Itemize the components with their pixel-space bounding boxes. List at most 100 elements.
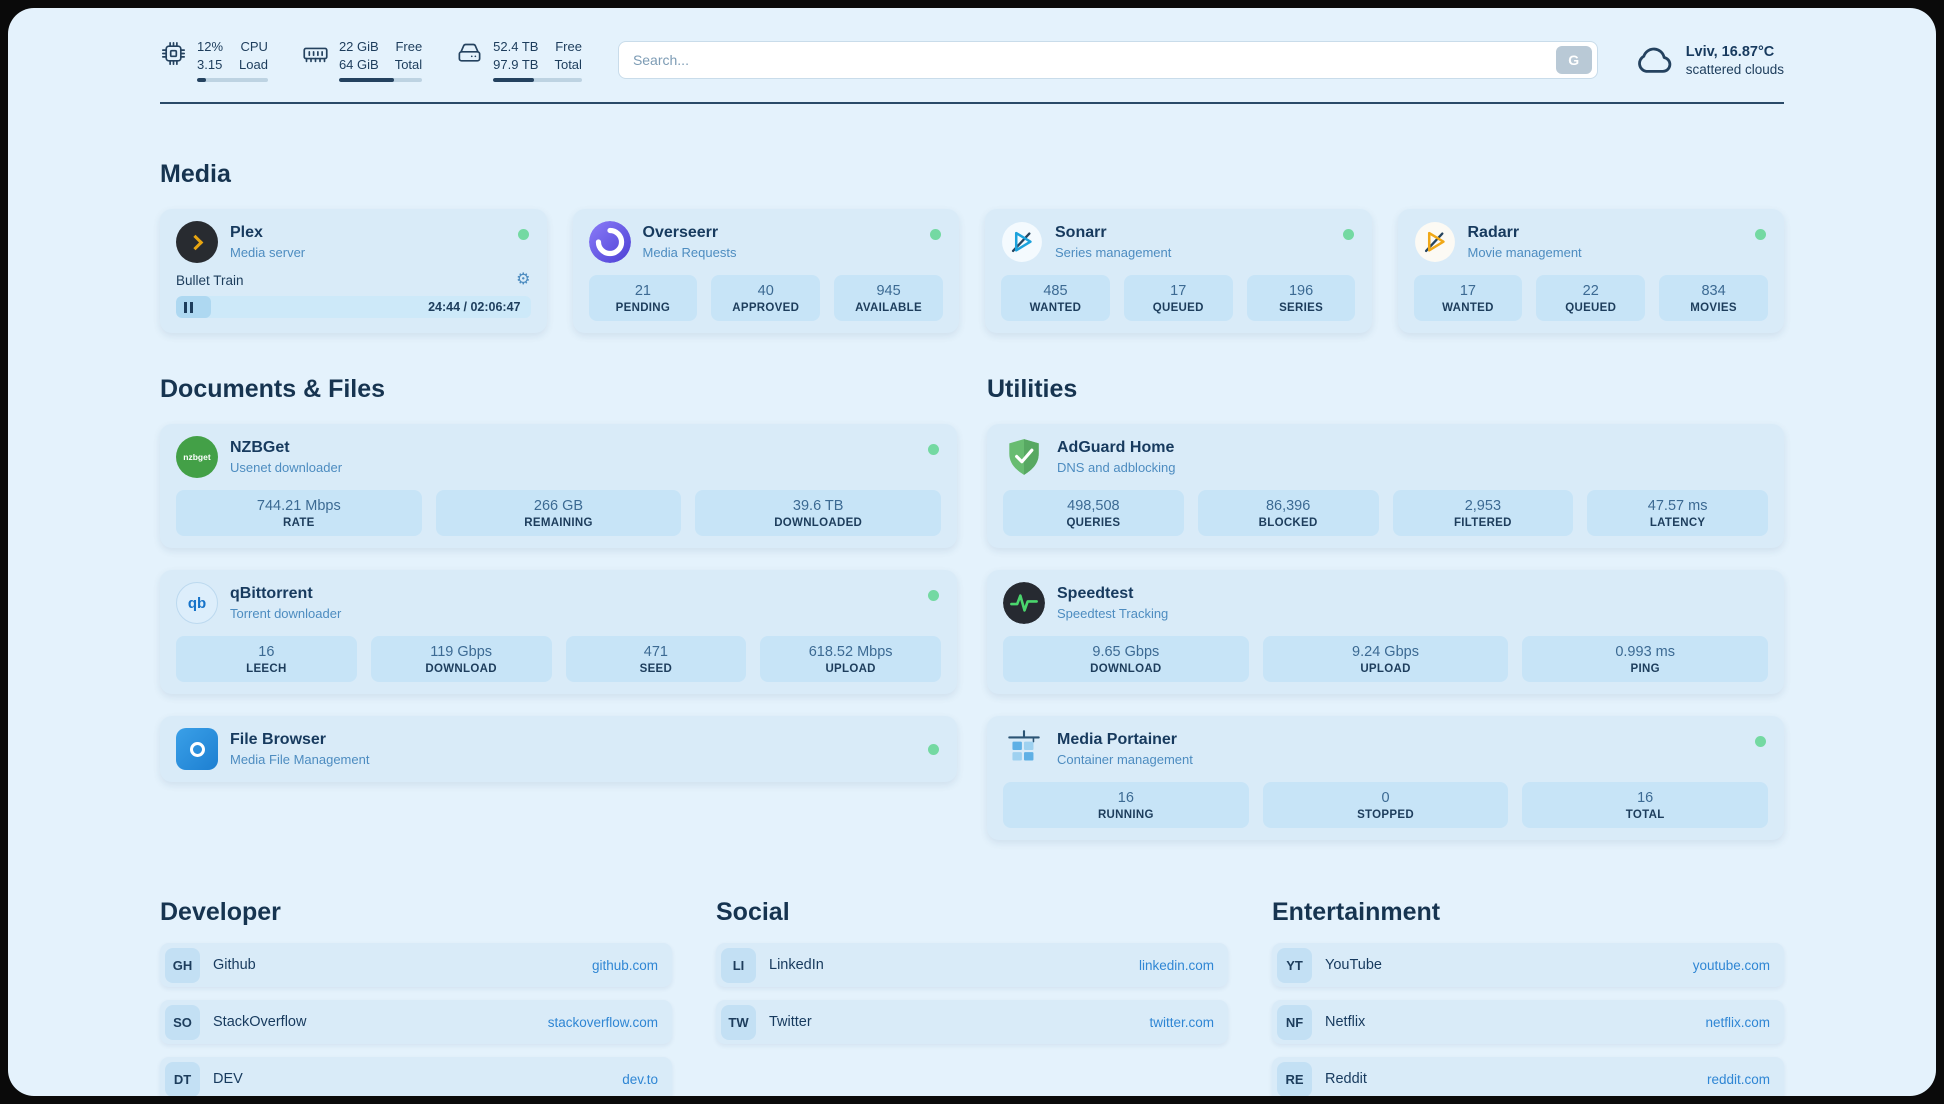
speedtest-icon — [1003, 582, 1045, 625]
search-engine-button[interactable]: G — [1555, 46, 1592, 75]
bookmark-url[interactable]: twitter.com — [1149, 1014, 1214, 1030]
app-name[interactable]: NZBGet — [230, 439, 290, 457]
ram-free-label: Free — [395, 39, 423, 54]
bookmark-youtube[interactable]: YT YouTube youtube.com — [1272, 943, 1784, 988]
search-bar[interactable]: G — [617, 41, 1598, 80]
status-dot — [928, 744, 939, 756]
plex-card[interactable]: Plex Media server Bullet Train ⚙ 24:44 /… — [160, 209, 547, 334]
now-playing-title: Bullet Train — [176, 272, 244, 288]
bookmark-url[interactable]: stackoverflow.com — [547, 1014, 658, 1030]
disk-total-label: Total — [554, 56, 582, 72]
speedtest-card[interactable]: Speedtest Speedtest Tracking 9.65 Gbps D… — [987, 570, 1784, 695]
status-dot — [930, 229, 941, 241]
bookmark-url[interactable]: github.com — [591, 957, 658, 973]
stackoverflow-icon: SO — [165, 1004, 200, 1040]
disk-total-value: 97.9 TB — [493, 56, 539, 72]
bookmark-reddit[interactable]: RE Reddit reddit.com — [1272, 1057, 1784, 1096]
stat-series: 196 SERIES — [1246, 275, 1356, 322]
bookmark-netflix[interactable]: NF Netflix netflix.com — [1272, 1000, 1784, 1045]
stat-wanted: 17 WANTED — [1413, 275, 1523, 322]
cpu-percent: 12% — [197, 39, 224, 54]
filebrowser-icon — [176, 728, 218, 771]
app-subtitle: Media File Management — [230, 752, 370, 768]
ram-progress-bar — [338, 78, 423, 83]
app-name[interactable]: Sonarr — [1055, 224, 1107, 242]
stat-queued: 22 QUEUED — [1536, 275, 1646, 322]
bookmark-linkedin[interactable]: LI LinkedIn linkedin.com — [716, 943, 1228, 988]
app-subtitle: Speedtest Tracking — [1057, 606, 1169, 622]
weather-condition: scattered clouds — [1685, 61, 1784, 77]
bookmark-url[interactable]: linkedin.com — [1138, 957, 1214, 973]
section-title-utilities: Utilities — [987, 375, 1078, 404]
bookmark-github[interactable]: GH Github github.com — [160, 943, 672, 988]
stat-filtered: 2,953 FILTERED — [1392, 490, 1574, 537]
adguard-icon — [1003, 436, 1045, 478]
app-name[interactable]: Speedtest — [1057, 585, 1134, 603]
stat-leech: 16 LEECH — [176, 636, 357, 683]
status-dot — [1755, 736, 1766, 748]
bookmark-twitter[interactable]: TW Twitter twitter.com — [716, 1000, 1228, 1045]
bookmark-url[interactable]: reddit.com — [1706, 1071, 1770, 1087]
search-input[interactable] — [632, 52, 1556, 69]
portainer-icon — [1003, 728, 1045, 770]
app-name[interactable]: Plex — [230, 224, 263, 242]
section-title-entertainment: Entertainment — [1272, 898, 1441, 927]
app-subtitle: Media server — [230, 245, 306, 261]
stat-queries: 498,508 QUERIES — [1003, 490, 1184, 537]
entertainment-bookmarks: Entertainment YT YouTube youtube.com NF … — [1272, 898, 1784, 1096]
pause-icon[interactable] — [184, 301, 193, 313]
status-dot — [1755, 229, 1766, 241]
ram-monitor: 22 GiB Free 64 GiB Total — [302, 38, 423, 83]
bookmark-dev[interactable]: DT DEV dev.to — [160, 1057, 672, 1096]
app-subtitle: Container management — [1057, 752, 1193, 768]
stat-remaining: 266 GB REMAINING — [435, 490, 682, 537]
app-name[interactable]: AdGuard Home — [1057, 439, 1175, 457]
section-title-developer: Developer — [160, 898, 281, 927]
stat-pending: 21 PENDING — [588, 275, 698, 322]
bookmark-url[interactable]: netflix.com — [1705, 1014, 1770, 1030]
dev-icon: DT — [165, 1061, 200, 1096]
developer-bookmarks: Developer GH Github github.com SO StackO… — [160, 898, 672, 1096]
app-name[interactable]: qBittorrent — [230, 585, 313, 603]
disk-icon — [456, 38, 483, 67]
disk-free-label: Free — [555, 39, 582, 54]
system-monitors: 12% CPU 3.15 Load — [160, 38, 582, 83]
app-name[interactable]: Media Portainer — [1057, 731, 1178, 749]
nzbget-card[interactable]: nzbget NZBGet Usenet downloader 744.21 M… — [160, 424, 957, 549]
app-name[interactable]: Overseerr — [642, 224, 719, 242]
gear-icon[interactable]: ⚙ — [516, 271, 531, 289]
cpu-load-value: 3.15 — [197, 56, 223, 72]
app-subtitle: DNS and adblocking — [1057, 460, 1176, 476]
app-name[interactable]: Radarr — [1467, 224, 1520, 242]
portainer-card[interactable]: Media Portainer Container management 16 … — [987, 716, 1784, 841]
overseerr-card[interactable]: Overseerr Media Requests 21 PENDING 40 A… — [572, 209, 959, 334]
stat-running: 16 RUNNING — [1003, 782, 1249, 829]
github-icon: GH — [165, 947, 200, 983]
stat-approved: 40 APPROVED — [711, 275, 821, 322]
top-bar: 12% CPU 3.15 Load — [160, 38, 1784, 83]
section-title-media: Media — [160, 160, 231, 189]
app-name[interactable]: File Browser — [230, 731, 327, 749]
linkedin-icon: LI — [721, 947, 756, 983]
social-bookmarks: Social LI LinkedIn linkedin.com TW Twitt… — [716, 898, 1228, 1045]
radarr-card[interactable]: Radarr Movie management 17 WANTED 22 QUE… — [1397, 209, 1784, 334]
bookmark-url[interactable]: dev.to — [622, 1071, 658, 1087]
disk-free-value: 52.4 TB — [493, 39, 539, 54]
ram-total-value: 64 GiB — [338, 56, 379, 72]
stat-download: 9.65 Gbps DOWNLOAD — [1003, 636, 1249, 683]
sonarr-card[interactable]: Sonarr Series management 485 WANTED 17 Q… — [985, 209, 1372, 334]
app-subtitle: Series management — [1055, 245, 1172, 261]
bookmark-url[interactable]: youtube.com — [1692, 957, 1770, 973]
app-subtitle: Movie management — [1467, 245, 1582, 261]
bookmark-stackoverflow[interactable]: SO StackOverflow stackoverflow.com — [160, 1000, 672, 1045]
status-dot — [928, 590, 939, 602]
radarr-icon — [1414, 221, 1456, 263]
stat-available: 945 AVAILABLE — [834, 275, 943, 322]
qbittorrent-icon: qb — [176, 582, 218, 625]
section-title-documents: Documents & Files — [160, 375, 386, 404]
app-subtitle: Usenet downloader — [230, 460, 343, 476]
playback-progress-bar[interactable]: 24:44 / 02:06:47 — [176, 296, 531, 319]
adguard-card[interactable]: AdGuard Home DNS and adblocking 498,508 … — [987, 424, 1784, 549]
filebrowser-card[interactable]: File Browser Media File Management — [160, 716, 957, 783]
qbittorrent-card[interactable]: qb qBittorrent Torrent downloader 16 LEE… — [160, 570, 957, 695]
